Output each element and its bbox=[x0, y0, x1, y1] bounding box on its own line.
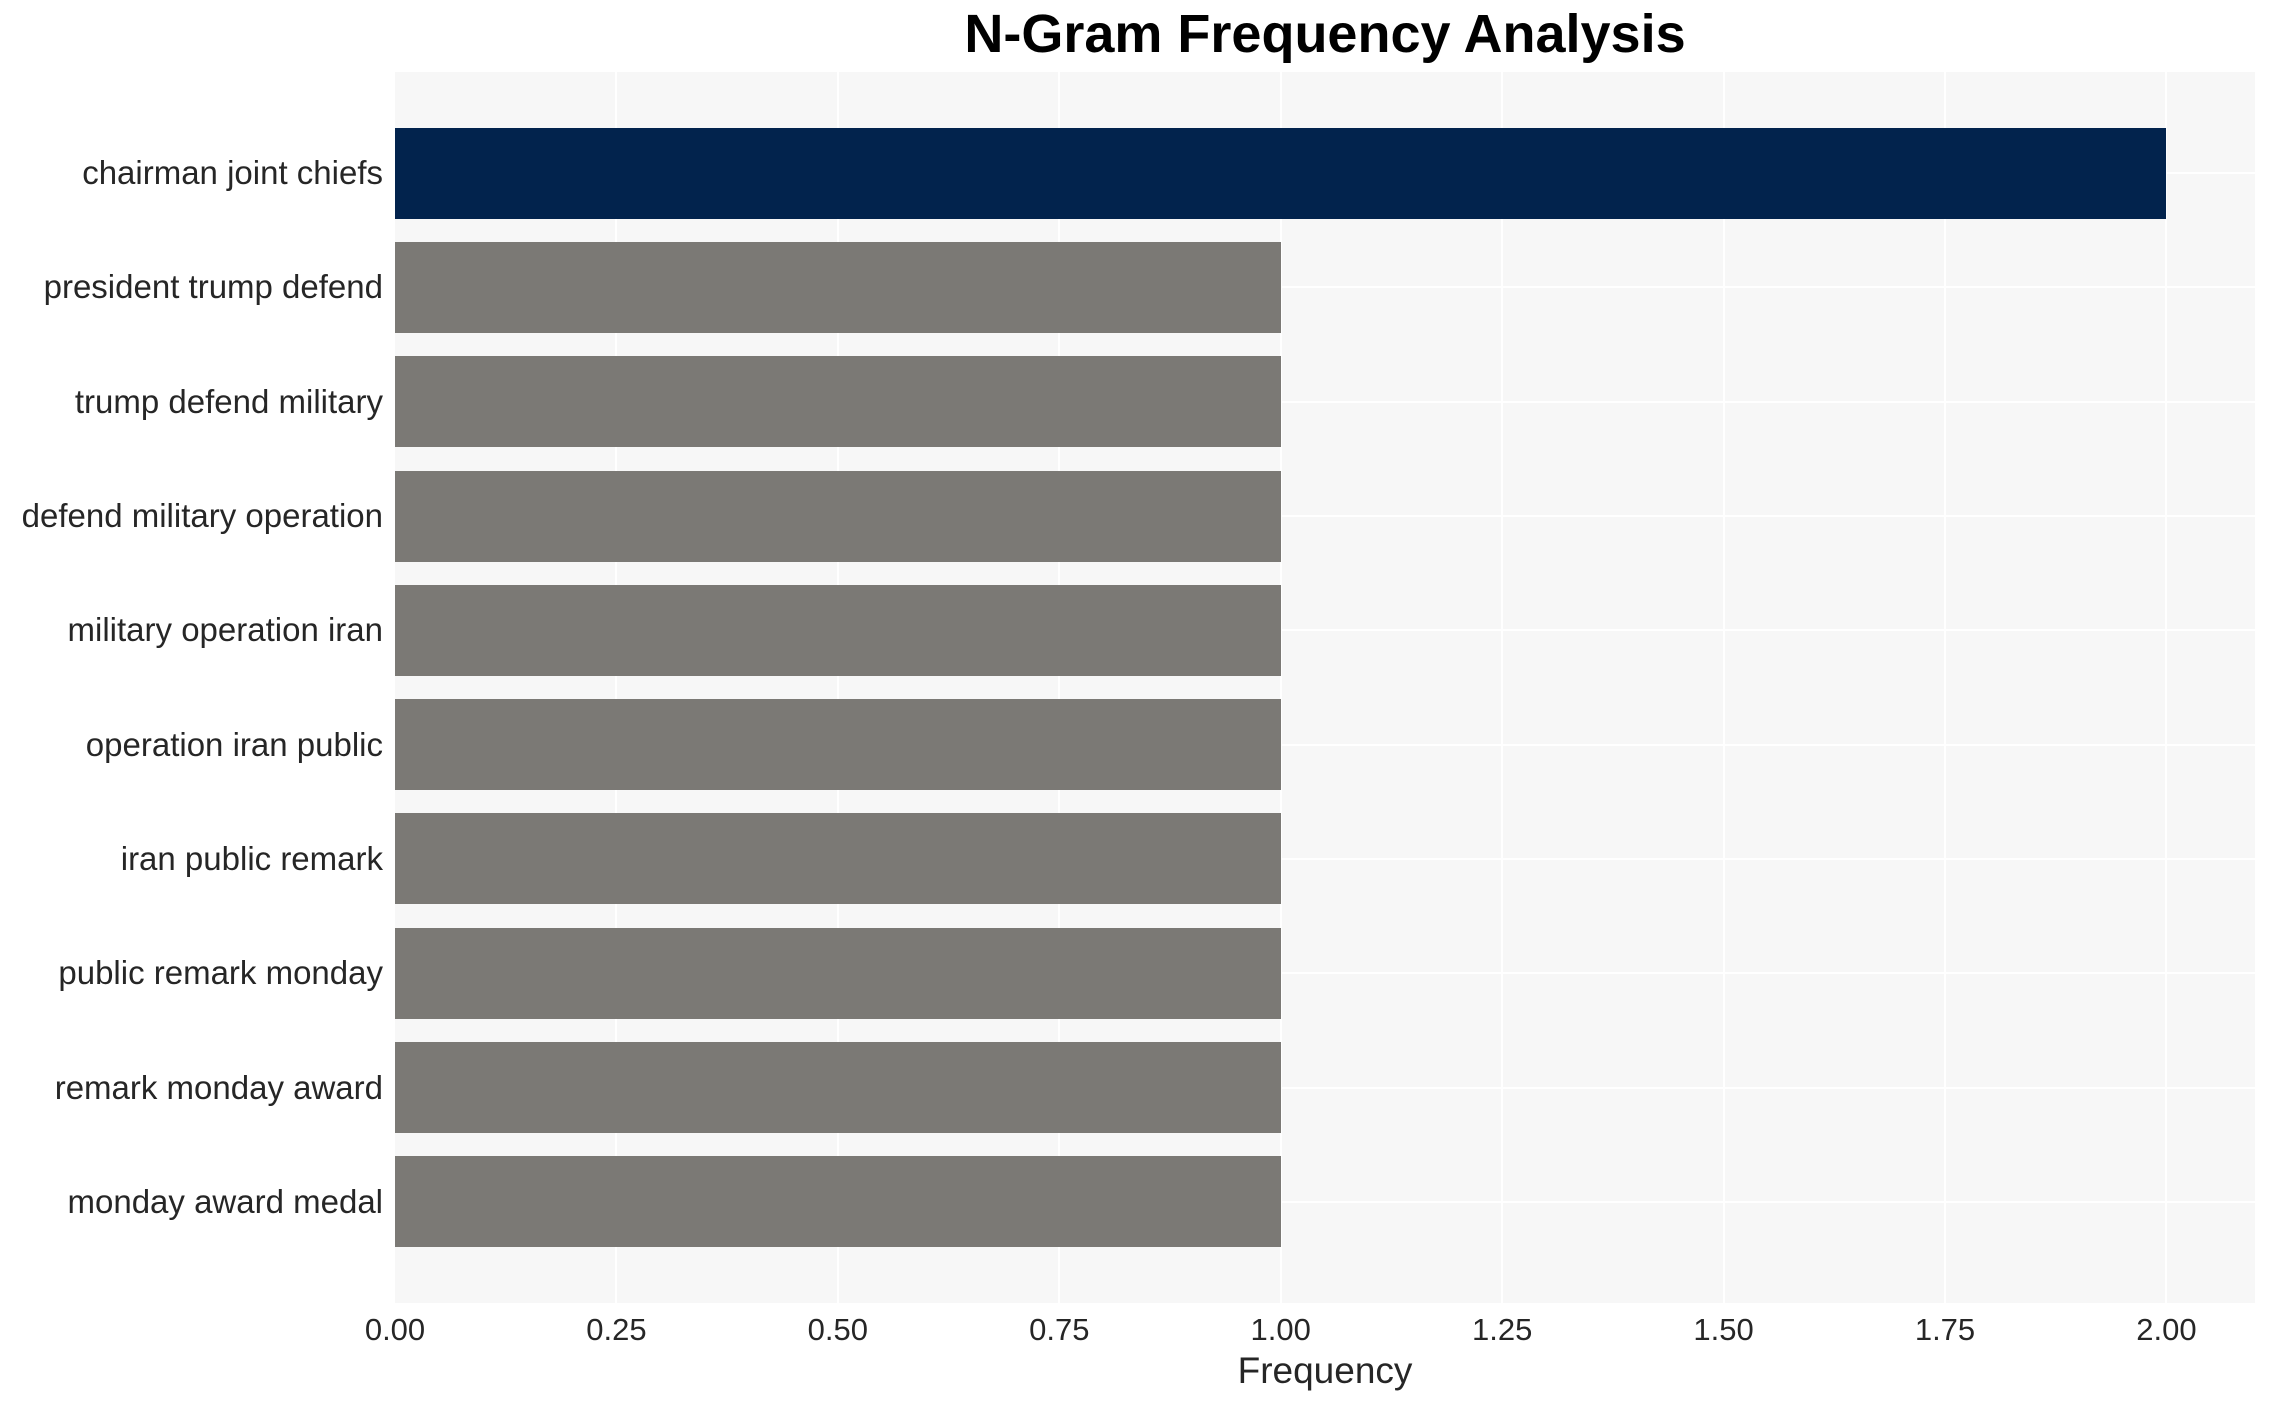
bar-row bbox=[395, 916, 2255, 1030]
y-axis-label: operation iran public bbox=[85, 725, 383, 763]
bar-row bbox=[395, 459, 2255, 573]
vertical-gridline bbox=[1722, 72, 1725, 1303]
x-axis-label: Frequency bbox=[1237, 1350, 1413, 1391]
bar bbox=[395, 1156, 1281, 1248]
bar-row bbox=[395, 230, 2255, 344]
vertical-gridline bbox=[836, 72, 839, 1303]
bar bbox=[395, 127, 2167, 219]
x-axis-tick-label: 0.25 bbox=[586, 1312, 647, 1347]
y-axis-label: public remark monday bbox=[58, 954, 383, 992]
bar-row bbox=[395, 1030, 2255, 1144]
y-axis-label: chairman joint chiefs bbox=[82, 154, 383, 192]
bar-row bbox=[395, 345, 2255, 459]
bar-row bbox=[395, 116, 2255, 230]
vertical-gridline bbox=[1058, 72, 1061, 1303]
grid-layer bbox=[395, 72, 2255, 1303]
horizontal-gridline bbox=[395, 286, 2255, 289]
vertical-gridline bbox=[2165, 72, 2168, 1303]
horizontal-gridline bbox=[395, 1086, 2255, 1089]
bar bbox=[395, 699, 1281, 791]
bar bbox=[395, 584, 1281, 676]
bar-row bbox=[395, 573, 2255, 687]
bar bbox=[395, 241, 1281, 333]
chart-title: N-Gram Frequency Analysis bbox=[964, 4, 1686, 64]
horizontal-gridline bbox=[395, 857, 2255, 860]
horizontal-gridline bbox=[395, 515, 2255, 518]
x-axis-tick-label: 0.00 bbox=[364, 1312, 426, 1347]
y-axis-label: remark monday award bbox=[54, 1068, 383, 1106]
x-axis-tick-label: 0.50 bbox=[807, 1312, 869, 1347]
x-axis-tick-label: 1.25 bbox=[1471, 1312, 1533, 1347]
horizontal-gridline bbox=[395, 743, 2255, 746]
bar-row bbox=[395, 1145, 2255, 1259]
vertical-gridline bbox=[1501, 72, 1504, 1303]
horizontal-gridline bbox=[395, 972, 2255, 975]
bar-row bbox=[395, 687, 2255, 801]
bar bbox=[395, 1042, 1281, 1134]
y-axis-label: defend military operation bbox=[21, 497, 383, 535]
bar bbox=[395, 813, 1281, 905]
plot-area bbox=[395, 72, 2255, 1303]
y-axis-label: president trump defend bbox=[43, 268, 383, 306]
x-axis-tick-label: 1.75 bbox=[1914, 1312, 1976, 1347]
horizontal-gridline bbox=[395, 400, 2255, 403]
y-axis-label: monday award medal bbox=[67, 1182, 384, 1220]
y-axis-labels: chairman joint chiefs president trump def… bbox=[0, 72, 383, 1303]
vertical-gridline bbox=[1279, 72, 1282, 1303]
x-axis-tick-label: 2.00 bbox=[2136, 1312, 2197, 1347]
bar bbox=[395, 470, 1281, 562]
x-axis-ticks: 0.00 0.25 0.50 0.75 1.00 1.25 1.50 1.75 2.00 bbox=[365, 1309, 2255, 1351]
x-axis-tick-label: 1.00 bbox=[1250, 1312, 1311, 1347]
vertical-gridline bbox=[615, 72, 618, 1303]
bar bbox=[395, 356, 1281, 448]
x-axis-tick-label: 0.75 bbox=[1029, 1312, 1090, 1347]
vertical-gridline bbox=[1944, 72, 1946, 1303]
bar bbox=[395, 927, 1281, 1019]
horizontal-gridline bbox=[395, 1200, 2255, 1203]
horizontal-gridline bbox=[395, 629, 2255, 632]
bars-layer bbox=[395, 72, 2255, 1303]
bar-row bbox=[395, 802, 2255, 916]
y-axis-label: military operation iran bbox=[67, 611, 383, 649]
x-axis-tick-label: 1.50 bbox=[1693, 1312, 1754, 1347]
y-axis-label: iran public remark bbox=[120, 839, 383, 877]
y-axis-label: trump defend military bbox=[74, 382, 383, 420]
